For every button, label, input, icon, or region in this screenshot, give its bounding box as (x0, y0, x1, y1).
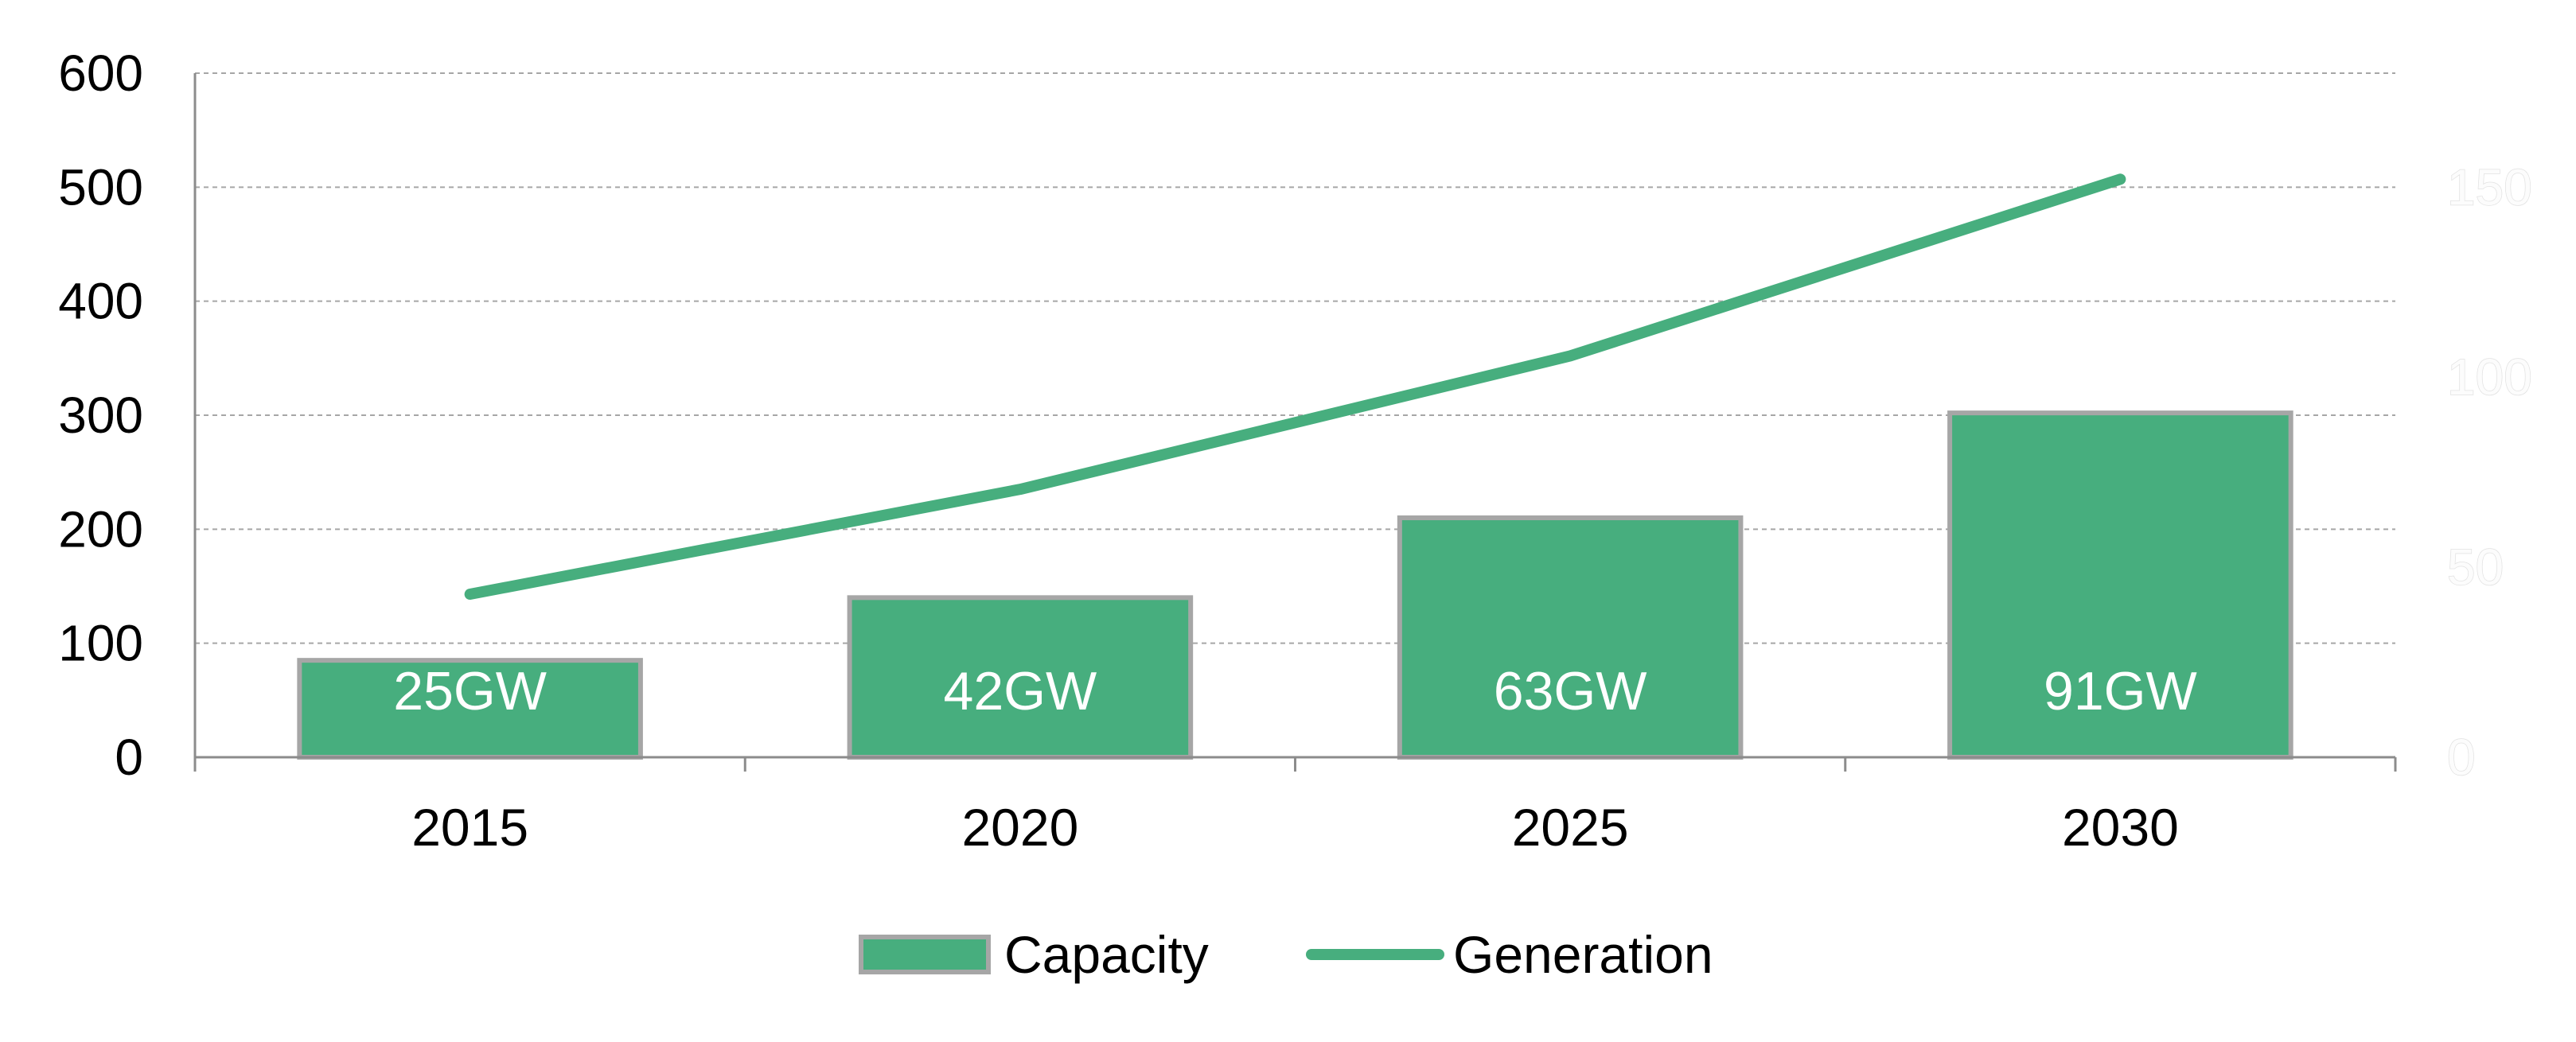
y-tick-label: 200 (58, 500, 143, 558)
bar-capacity (1397, 515, 1744, 760)
labels-layer: 0 100 200 300 400 500 600 0 50 100 150 25GW 42GW 63GW… (58, 45, 2532, 857)
legend-label-capacity: Capacity (1004, 925, 1209, 984)
bar-data-label: 63GW (1494, 661, 1647, 721)
y2-tick-label: 100 (2447, 348, 2532, 406)
bar-data-label: 42GW (944, 661, 1097, 721)
axis-layer (193, 73, 2397, 772)
line-point-generation (1569, 355, 1572, 357)
x-tick-label: 2020 (961, 798, 1078, 857)
legend-label-generation: Generation (1453, 925, 1713, 984)
line-point-generation (1019, 488, 1021, 491)
bar-data-label: 25GW (393, 661, 547, 721)
y-tick-label: 600 (58, 45, 143, 102)
bar-capacity (847, 595, 1194, 760)
bar-capacity (297, 658, 643, 760)
x-tick-label: 2025 (1512, 798, 1629, 857)
y2-tick-label: 150 (2447, 158, 2532, 216)
y-tick-label: 100 (58, 615, 143, 672)
y2-tick-label: 0 (2447, 729, 2476, 786)
y-tick-label: 400 (58, 273, 143, 330)
y2-tick-label: 50 (2447, 538, 2504, 596)
bars-layer (297, 410, 2293, 760)
x-tick-label: 2030 (2062, 798, 2179, 857)
line-layer (464, 173, 2126, 601)
y-tick-label: 500 (58, 158, 143, 216)
bar-data-label: 91GW (2044, 661, 2197, 721)
bar-capacity (1947, 410, 2293, 760)
x-tick-label: 2015 (411, 798, 528, 857)
y-tick-label: 300 (58, 387, 143, 444)
legend-swatch-capacity (859, 935, 991, 974)
line-point-generation (2119, 178, 2122, 181)
legend-layer: Capacity Generation (859, 925, 1713, 984)
line-generation (464, 173, 2126, 601)
y-tick-label: 0 (115, 729, 143, 786)
line-point-generation (469, 593, 471, 596)
